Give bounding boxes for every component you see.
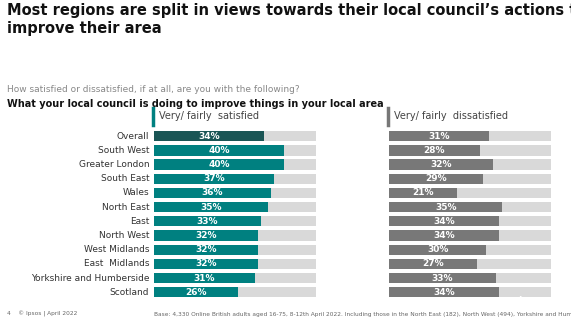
Bar [154,131,264,141]
Bar [389,245,551,255]
Bar [154,230,316,241]
Text: Ipsos: Ipsos [518,296,545,306]
Bar [389,131,551,141]
Text: 32%: 32% [195,259,217,268]
Bar [389,216,499,227]
Text: 29%: 29% [425,174,447,183]
Bar [154,287,239,298]
Text: 4    © Ipsos | April 2022: 4 © Ipsos | April 2022 [7,311,77,317]
Text: 27%: 27% [422,259,444,268]
Text: West Midlands: West Midlands [84,245,149,254]
Text: 21%: 21% [412,188,434,197]
Bar [389,216,551,227]
Bar [154,131,316,141]
Text: 35%: 35% [200,203,222,212]
Bar [389,230,499,241]
Text: 40%: 40% [208,160,230,169]
Text: 37%: 37% [203,174,225,183]
Text: 26%: 26% [186,288,207,297]
Bar [154,230,258,241]
Bar [389,145,480,155]
Bar [389,145,551,155]
Text: Very/ fairly  satisfied: Very/ fairly satisfied [159,111,259,121]
Bar [389,174,551,184]
Text: How satisfied or dissatisfied, if at all, are you with the following?: How satisfied or dissatisfied, if at all… [7,85,299,94]
Bar [389,202,551,212]
Text: 34%: 34% [199,132,220,141]
Text: East: East [130,217,149,226]
Bar [154,216,316,227]
Bar [389,259,551,269]
Text: 28%: 28% [424,146,445,155]
Text: 34%: 34% [433,231,455,240]
Text: 31%: 31% [428,132,450,141]
Bar [389,245,486,255]
Bar [154,188,316,198]
Bar [389,174,483,184]
Bar [154,273,316,283]
Bar [389,131,489,141]
Text: North East: North East [102,203,149,212]
Text: Greater London: Greater London [79,160,149,169]
Text: Very/ fairly  dissatisfied: Very/ fairly dissatisfied [393,111,508,121]
Text: East  Midlands: East Midlands [84,259,149,268]
Bar [154,160,284,170]
Bar [389,188,457,198]
Text: Overall: Overall [117,132,149,141]
Text: 35%: 35% [435,203,456,212]
Text: 32%: 32% [195,245,217,254]
Bar [154,259,258,269]
Bar [154,245,258,255]
Bar [389,160,551,170]
Text: South West: South West [98,146,149,155]
Text: Yorkshire and Humberside: Yorkshire and Humberside [31,273,149,282]
Bar [389,259,477,269]
Bar [389,273,551,283]
Bar [154,174,274,184]
Text: 36%: 36% [202,188,223,197]
Text: South East: South East [100,174,149,183]
Bar [389,273,496,283]
Bar [154,202,316,212]
Text: 40%: 40% [208,146,230,155]
Bar [389,188,551,198]
Text: 31%: 31% [194,273,215,282]
Text: Scotland: Scotland [110,288,149,297]
Text: 33%: 33% [432,273,453,282]
Text: 34%: 34% [433,288,455,297]
Bar [389,287,499,298]
Text: 30%: 30% [427,245,448,254]
Bar [154,174,316,184]
Bar [154,202,268,212]
Bar [154,145,284,155]
Bar [154,259,316,269]
Bar [389,160,493,170]
Bar [154,145,316,155]
Text: What your local council is doing to improve things in your local area: What your local council is doing to impr… [7,99,384,108]
Text: North West: North West [99,231,149,240]
Text: Most regions are split in views towards their local council’s actions to
improve: Most regions are split in views towards … [7,3,571,36]
Bar [154,287,316,298]
Text: 32%: 32% [430,160,452,169]
Bar [389,287,551,298]
Bar [389,230,551,241]
Text: Base: 4,330 Online British adults aged 16-75, 8-12th April 2022. Including those: Base: 4,330 Online British adults aged 1… [154,312,571,317]
Text: Wales: Wales [123,188,149,197]
Bar [389,202,502,212]
Bar [154,160,316,170]
Bar [154,273,255,283]
Bar [154,216,261,227]
Text: 32%: 32% [195,231,217,240]
Bar [154,245,316,255]
Text: 33%: 33% [197,217,218,226]
Bar [154,188,271,198]
Text: 34%: 34% [433,217,455,226]
